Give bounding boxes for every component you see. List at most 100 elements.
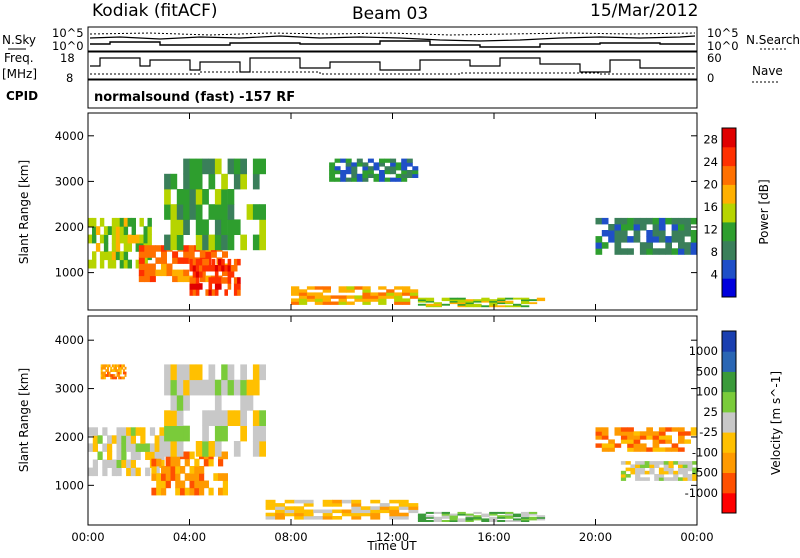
heatmap-cell: [379, 173, 385, 178]
heatmap-cell: [671, 248, 679, 255]
heatmap-cell: [536, 515, 546, 518]
heatmap-cell: [678, 230, 685, 237]
heatmap-cell: [165, 466, 171, 474]
heatmap-cell: [678, 431, 685, 436]
heatmap-cell: [291, 292, 300, 296]
heatmap-cell: [126, 427, 132, 436]
heatmap-cell: [394, 295, 403, 299]
colorbar-tick-label: 12: [703, 222, 718, 236]
heatmap-cell: [192, 265, 197, 272]
heatmap-cell: [627, 447, 634, 452]
colorbar-swatch: [722, 146, 736, 167]
heatmap-cell: [390, 162, 397, 167]
heatmap-cell: [489, 305, 498, 308]
heatmap-cell: [513, 305, 522, 308]
heatmap-cell: [389, 499, 400, 504]
heatmap-cell: [227, 410, 235, 426]
heatmap-cell: [123, 259, 129, 269]
heatmap-cell: [164, 379, 171, 396]
heatmap-cell: [124, 374, 127, 377]
heatmap-cell: [259, 410, 266, 426]
colorbar-swatch: [722, 432, 736, 453]
heatmap-cell: [398, 516, 409, 520]
heatmap-cell: [528, 513, 538, 516]
heatmap-cell: [176, 189, 184, 205]
y-tick-label: 4000: [55, 333, 84, 347]
heatmap-cell: [233, 277, 238, 284]
heatmap-cell: [370, 499, 381, 504]
heatmap-cell: [692, 470, 698, 475]
heatmap-cell: [473, 515, 482, 518]
heatmap-cell: [386, 289, 395, 293]
heatmap-cell: [665, 427, 672, 432]
heatmap-cell: [345, 177, 352, 182]
heatmap-cell: [135, 467, 141, 477]
colorbar-swatch: [722, 259, 736, 279]
heatmap-cell: [227, 158, 235, 175]
heatmap-cell: [124, 366, 127, 370]
colorbar-swatch: [722, 278, 736, 298]
noise-sky-trace: [89, 35, 696, 42]
heatmap-cell: [118, 366, 121, 370]
heatmap-cell: [222, 473, 228, 481]
heatmap-cell: [154, 443, 160, 452]
heatmap-cell: [126, 459, 132, 468]
heatmap-cell: [370, 506, 381, 510]
heatmap-cell: [202, 410, 209, 426]
heatmap-cell: [362, 170, 369, 175]
heatmap-cell: [360, 506, 371, 510]
heatmap-cell: [170, 425, 178, 442]
heatmap-cell: [351, 503, 362, 507]
heatmap-cell: [338, 295, 347, 299]
heatmap-cell: [221, 410, 228, 426]
heatmap-cell: [687, 464, 693, 468]
heatmap-cell: [441, 303, 450, 306]
heatmap-cell: [208, 158, 216, 175]
heatmap-cell: [149, 269, 156, 277]
heatmap-cell: [154, 451, 160, 460]
heatmap-cell: [614, 236, 622, 243]
colorbar-swatch: [722, 203, 736, 223]
heatmap-cell: [505, 300, 514, 303]
heatmap-cell: [99, 217, 105, 227]
heatmap-cell: [184, 451, 190, 460]
heatmap-cell: [176, 234, 184, 251]
cpid-panel: normalsound (fast) -157 RF: [87, 79, 698, 109]
colorbar-swatch: [722, 331, 736, 352]
heatmap-cell: [284, 509, 295, 514]
heatmap-cell: [180, 480, 186, 489]
heatmap-cell: [620, 477, 627, 481]
heatmap-cell: [465, 300, 474, 303]
heatmap-cell: [601, 447, 609, 452]
colorbar-tick-label: 4: [711, 267, 718, 281]
heatmap-cell: [489, 513, 498, 516]
heatmap-cell: [425, 516, 435, 519]
heatmap-cell: [441, 299, 450, 302]
heatmap-cell: [203, 480, 209, 489]
heatmap-cell: [332, 509, 343, 514]
colorbar-swatch: [722, 240, 736, 260]
heatmap-cell: [170, 473, 176, 481]
heatmap-cell: [189, 480, 195, 489]
heatmap-cell: [224, 289, 228, 296]
heatmap-cell: [633, 230, 641, 237]
heatmap-cell: [118, 369, 121, 372]
power-heatmap: [88, 158, 698, 308]
heatmap-cell: [489, 299, 498, 302]
heatmap-cell: [130, 451, 136, 460]
heatmap-cell: [222, 480, 228, 489]
heatmap-cell: [240, 379, 247, 396]
heatmap-cell: [103, 234, 109, 244]
heatmap-cell: [113, 374, 116, 377]
heatmap-cell: [340, 170, 347, 175]
heatmap-cell: [521, 297, 530, 300]
heatmap-cell: [111, 234, 117, 244]
heatmap-cell: [259, 441, 266, 457]
heatmap-cell: [218, 265, 222, 272]
heatmap-cell: [214, 289, 219, 296]
heatmap-cell: [417, 303, 427, 306]
heatmap-cell: [341, 512, 352, 517]
heatmap-cell: [354, 298, 363, 302]
heatmap-cell: [652, 443, 660, 448]
heatmap-cell: [155, 269, 162, 277]
